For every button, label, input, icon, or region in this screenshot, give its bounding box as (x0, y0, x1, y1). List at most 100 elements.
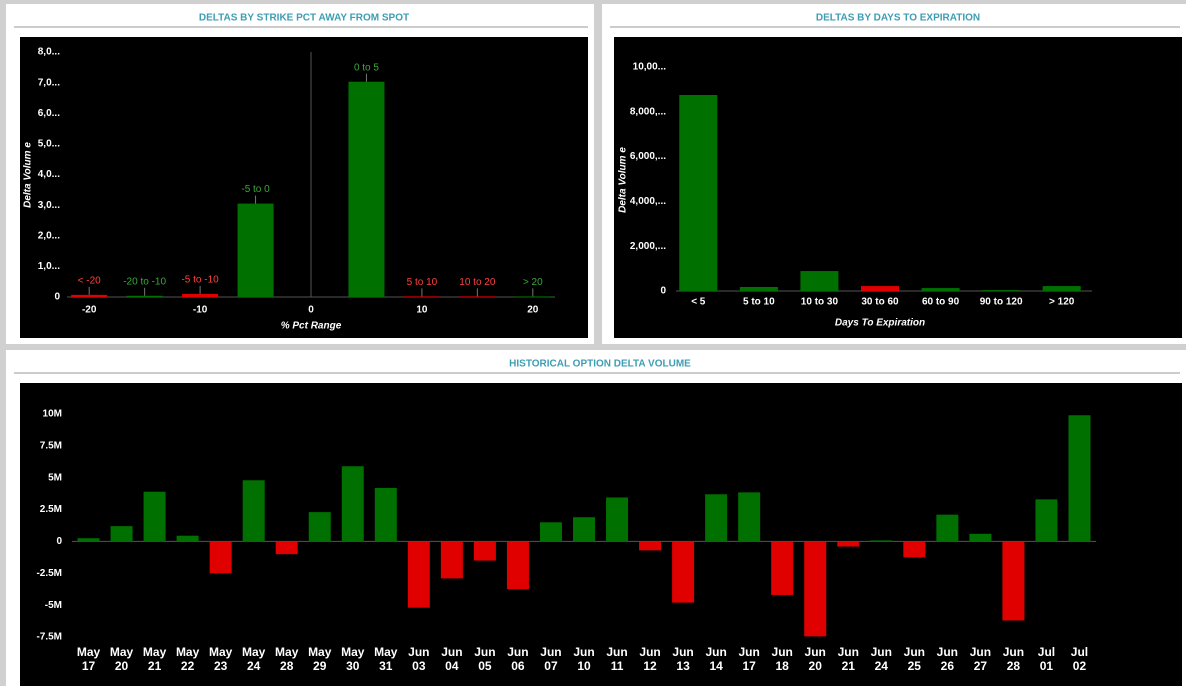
bar (1068, 415, 1091, 542)
x-tick-label: 90 to 120 (980, 297, 1023, 308)
x-tick-label: -10 (193, 305, 208, 316)
bar (126, 295, 163, 297)
bar (506, 541, 529, 590)
x-tick-label: Jun 18 (771, 645, 793, 673)
y-tick-label: -2.5M (36, 568, 62, 579)
bar (539, 522, 562, 542)
y-axis-label: Delta Volum e (23, 142, 34, 208)
y-tick-label: 0 (660, 286, 666, 297)
y-tick-label: 3,0... (38, 200, 60, 211)
bar (837, 541, 860, 547)
bar (182, 293, 219, 297)
bar (237, 203, 274, 297)
x-tick-label: Jun 24 (870, 645, 892, 673)
bar (110, 526, 133, 542)
bar (800, 271, 839, 291)
bar (804, 541, 827, 637)
y-tick-label: 0 (54, 292, 60, 303)
bar (459, 296, 496, 298)
data-label: -5 to -10 (181, 275, 219, 286)
y-tick-label: 6,0... (38, 108, 60, 119)
bar (71, 294, 108, 297)
bar (1035, 499, 1058, 542)
bar (1002, 541, 1025, 621)
bar (308, 512, 331, 542)
bar (936, 514, 959, 542)
x-tick-label: Jun 26 (936, 645, 959, 673)
bar (903, 541, 926, 558)
x-tick-label: May 21 (142, 645, 167, 673)
bar (639, 541, 662, 551)
bar (242, 480, 265, 542)
x-tick-label: May 23 (208, 645, 233, 673)
x-tick-label: Jun 03 (408, 645, 430, 673)
x-tick-label: Jul 02 (1070, 645, 1089, 673)
data-label: -20 to -10 (123, 276, 166, 287)
data-label: < -20 (78, 275, 102, 286)
x-tick-label: Jun 20 (804, 645, 826, 673)
x-tick-label: Jul 01 (1037, 645, 1056, 673)
x-tick-label: 10 (416, 305, 428, 316)
y-tick-label: 5M (48, 472, 62, 483)
x-tick-label: Jun 17 (738, 645, 760, 673)
x-tick-label: Jun 27 (969, 645, 992, 673)
chart-title: HISTORICAL OPTION DELTA VOLUME (509, 359, 691, 370)
x-tick-label: Jun 25 (903, 645, 925, 673)
x-tick-label: Jun 04 (441, 645, 463, 673)
bar (514, 296, 551, 298)
x-tick-label: Jun 14 (705, 645, 727, 673)
y-tick-label: 10,00... (633, 62, 667, 73)
x-tick-label: Jun 06 (507, 645, 529, 673)
bar (341, 466, 364, 542)
bar (407, 541, 430, 608)
x-tick-label: Jun 07 (540, 645, 562, 673)
bar (921, 288, 960, 291)
chart-title: DELTAS BY STRIKE PCT AWAY FROM SPOT (199, 13, 409, 24)
x-tick-label: May 31 (374, 645, 398, 673)
bar (771, 541, 794, 595)
y-tick-label: 5,0... (38, 139, 60, 150)
x-tick-label: Jun 21 (837, 645, 859, 673)
bar (1042, 286, 1081, 291)
x-tick-label: > 120 (1049, 297, 1075, 308)
x-tick-label: May 24 (242, 645, 266, 673)
bar (348, 81, 385, 297)
bar (77, 538, 100, 542)
bar (573, 517, 595, 542)
data-label: -5 to 0 (241, 184, 270, 195)
bar (969, 533, 992, 542)
x-axis-label: % Pct Range (281, 321, 342, 332)
y-tick-label: -7.5M (36, 632, 62, 643)
x-tick-label: May 30 (341, 645, 365, 673)
data-label: 0 to 5 (354, 62, 379, 73)
plot-area (20, 37, 588, 338)
data-label: 5 to 10 (407, 277, 438, 288)
bar (403, 296, 440, 298)
bar (143, 491, 166, 542)
bar (739, 286, 778, 291)
bar (374, 487, 397, 542)
x-tick-label: 5 to 10 (743, 297, 775, 308)
y-tick-label: -5M (45, 600, 62, 611)
x-tick-label: Jun 10 (573, 645, 595, 673)
y-tick-label: 8,000,... (630, 106, 666, 117)
plot-area (20, 383, 1182, 686)
bar (473, 541, 496, 561)
y-tick-label: 2.5M (40, 504, 62, 515)
x-tick-label: May 22 (175, 645, 200, 673)
y-tick-label: 0 (56, 536, 62, 547)
x-tick-label: 0 (308, 305, 314, 316)
x-tick-label: May 28 (275, 645, 299, 673)
x-tick-label: Jun 05 (474, 645, 496, 673)
bar (440, 541, 463, 579)
x-tick-label: May 20 (109, 645, 134, 673)
data-label: > 20 (523, 277, 543, 288)
x-tick-label: May 17 (76, 645, 101, 673)
x-tick-label: Jun 11 (606, 645, 628, 673)
x-tick-label: -20 (82, 305, 97, 316)
x-tick-label: < 5 (691, 297, 706, 308)
bar (672, 541, 695, 603)
bar (861, 286, 899, 291)
